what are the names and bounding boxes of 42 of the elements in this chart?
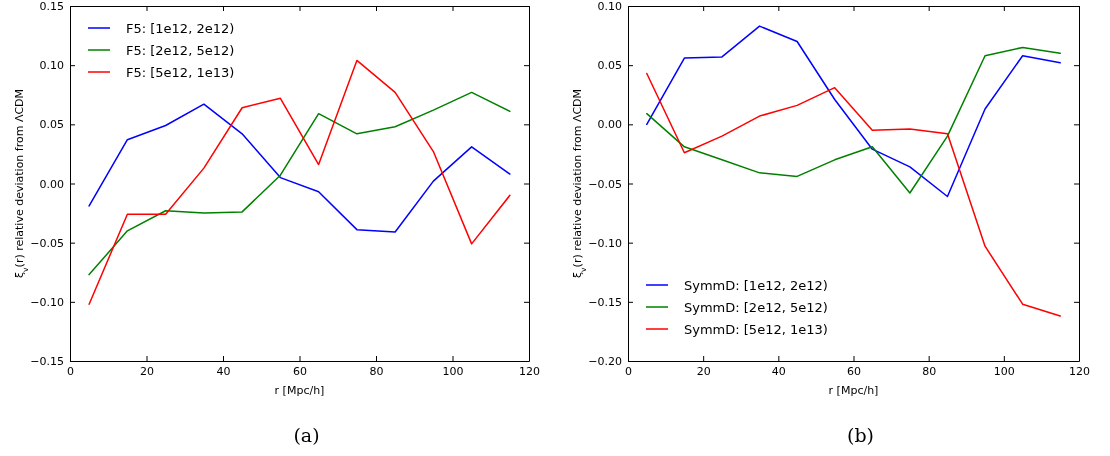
y-tick-label: 0.15	[39, 0, 64, 14]
x-tick-label: 80	[369, 364, 384, 378]
y-tick-label: 0.00	[597, 118, 622, 132]
x-tick-label: 60	[847, 364, 861, 378]
line-series	[88, 91, 511, 276]
x-tick-label: 20	[696, 364, 711, 378]
x-tick-label: 20	[140, 364, 154, 378]
x-tick-label: 120	[519, 364, 540, 378]
line-series	[646, 72, 1061, 317]
text: (a)	[293, 424, 320, 446]
y-tick-label: −0.20	[588, 355, 622, 369]
y-tick-label: 0.10	[39, 59, 64, 73]
y-tick-label: 0.05	[39, 118, 64, 132]
y-tick-label: −0.15	[30, 355, 64, 369]
x-axis-title: r [Mpc/h]	[828, 384, 879, 397]
y-tick-label: −0.15	[588, 295, 622, 309]
x-tick-label: 40	[771, 364, 786, 378]
line-series	[88, 59, 511, 305]
y-tick-label: 0.10	[597, 0, 622, 14]
x-tick-label: 80	[922, 364, 937, 378]
x-tick-label: 60	[293, 364, 307, 378]
y-tick-label: 0.05	[597, 59, 622, 73]
x-axis-title: r [Mpc/h]	[274, 384, 325, 397]
x-tick-label: 120	[1069, 364, 1090, 378]
text: (b)	[847, 424, 874, 446]
y-tick-label: −0.05	[30, 236, 64, 250]
legend-label: SymmD: [5e12, 1e13)	[684, 322, 828, 337]
y-tick-label: −0.05	[588, 177, 622, 191]
y-tick-label: −0.10	[30, 295, 64, 309]
line-series	[88, 103, 511, 233]
legend-label: F5: [1e12, 2e12)	[126, 21, 235, 36]
legend-label: F5: [5e12, 1e13)	[126, 65, 235, 80]
legend-label: F5: [2e12, 5e12)	[126, 43, 235, 58]
y-tick-label: −0.10	[588, 236, 622, 250]
x-tick-label: 40	[216, 364, 231, 378]
legend-label: SymmD: [1e12, 2e12)	[684, 278, 828, 293]
x-tick-label: 100	[442, 364, 464, 378]
y-tick-label: 0.00	[39, 177, 64, 191]
x-tick-label: 0	[67, 364, 74, 378]
x-tick-label: 0	[625, 364, 632, 378]
legend-label: SymmD: [2e12, 5e12)	[684, 300, 828, 315]
x-tick-label: 100	[993, 364, 1015, 378]
